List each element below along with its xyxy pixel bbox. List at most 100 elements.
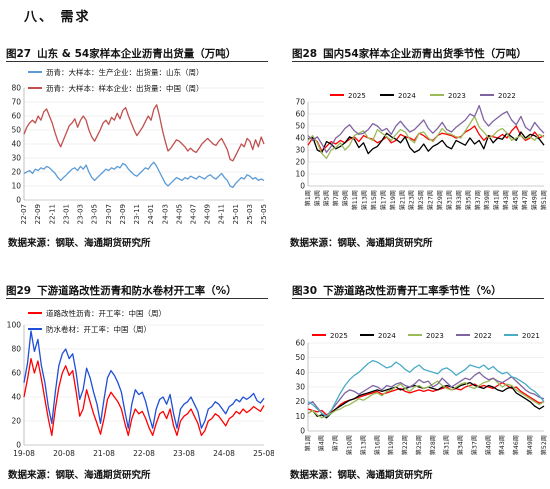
y-tick-label: 20: [11, 417, 21, 426]
legend-label: 2024: [398, 92, 416, 100]
x-tick-label: 22-08: [133, 449, 155, 458]
x-tick-label: 第28周: [429, 435, 437, 455]
legend-label: 2025: [348, 92, 366, 100]
y-tick-label: 30: [11, 154, 21, 163]
x-tick-label: 第1周: [304, 190, 312, 206]
y-tick-label: 30: [295, 146, 305, 155]
chart27-source: 数据来源：钢联、海通期货研究所: [8, 238, 151, 249]
y-tick-label: 30: [295, 383, 305, 392]
x-tick-label: 第41周: [493, 190, 501, 210]
x-tick-label: 第39周: [483, 190, 491, 210]
chart28-title: 国内54家样本企业沥青出货季节性（万吨）: [323, 48, 527, 60]
chart30-rule: [292, 298, 544, 299]
x-tick-label: 第33周: [455, 190, 463, 210]
x-tick-label: 23-09: [119, 204, 127, 224]
legend-label: 2022: [474, 332, 492, 340]
y-tick-label: 70: [11, 98, 21, 107]
x-tick-label: 第11周: [351, 190, 359, 210]
x-tick-label: 第52周: [540, 435, 548, 455]
y-tick-label: 40: [11, 393, 21, 402]
x-tick-label: 第35周: [464, 190, 472, 210]
x-tick-label: 24-11: [218, 204, 226, 224]
y-tick-label: 40: [295, 368, 305, 377]
section-title: 八、 需求: [24, 10, 91, 25]
y-tick-label: 60: [295, 339, 305, 348]
y-tick-label: 50: [295, 122, 305, 131]
legend-label: 2024: [378, 332, 396, 340]
y-tick-label: 100: [7, 321, 22, 330]
x-tick-label: 24-08: [213, 449, 235, 458]
x-tick-label: 第10周: [346, 435, 354, 455]
y-tick-label: 20: [295, 158, 305, 167]
x-tick-label: 24-05: [175, 204, 183, 224]
x-tick-label: 第49周: [526, 435, 534, 455]
y-tick-label: 60: [11, 369, 21, 378]
legend-label: 防水卷材：开工率：中国（周）: [46, 324, 151, 334]
y-tick-label: 20: [11, 168, 21, 177]
x-tick-label: 23-08: [173, 449, 195, 458]
series-line-4: [307, 371, 545, 417]
x-tick-label: 23-03: [77, 204, 85, 224]
series-line-3: [307, 115, 545, 160]
chart29-source: 数据来源：钢联、海通期货研究所: [8, 470, 151, 481]
x-tick-label: 23-01: [62, 204, 70, 224]
x-tick-label: 25-01: [232, 204, 240, 224]
x-tick-label: 第37周: [470, 435, 478, 455]
chart30-number: 图30: [292, 285, 318, 297]
y-tick-label: 0: [300, 427, 305, 436]
x-tick-label: 第19周: [387, 435, 395, 455]
y-tick-label: 80: [11, 84, 21, 93]
chart27-rule: [6, 61, 268, 62]
y-tick-label: 60: [11, 112, 21, 121]
chart30-source: 数据来源：钢联、海通期货研究所: [290, 470, 433, 481]
x-tick-label: 第31周: [445, 190, 453, 210]
chart29-title: 下游道路改性沥青和防水卷材开工率（%）: [37, 285, 237, 297]
y-tick-label: 0: [300, 182, 305, 191]
y-tick-label: 50: [295, 353, 305, 362]
chart27-plot: 0 10 20 30 40 50 60 70 80 22-07 22-09 22-11 23-01 23-…: [11, 67, 268, 224]
chart30-caption: 图30 下游道路改性沥青开工率季节性（%）: [292, 283, 502, 298]
x-tick-label: 第4周: [318, 435, 326, 451]
x-tick-label: 第46周: [512, 435, 520, 455]
series-line-2: [23, 330, 265, 429]
x-tick-label: 第21周: [398, 190, 406, 210]
x-tick-label: 24-03: [161, 204, 169, 224]
series-line-3: [307, 377, 545, 419]
x-tick-label: 第40周: [484, 435, 492, 455]
y-tick-label: 0: [16, 441, 21, 450]
x-tick-label: 第5周: [323, 190, 331, 206]
series-line-2: [307, 131, 545, 155]
x-tick-label: 23-05: [91, 204, 99, 224]
x-tick-label: 第19周: [389, 190, 397, 210]
x-tick-label: 24-07: [190, 204, 198, 224]
legend-label: 2022: [498, 92, 516, 100]
x-tick-label: 第15周: [370, 190, 378, 210]
chart28-source: 数据来源：钢联、海通期货研究所: [290, 238, 433, 249]
legend-label: 沥青：大样本：生产企业：出货量：山东（周）: [46, 67, 204, 77]
x-tick-label: 第7周: [332, 435, 340, 451]
legend-label: 2023: [426, 332, 444, 340]
x-tick-label: 第3周: [313, 190, 321, 206]
x-tick-label: 第13周: [359, 435, 367, 455]
series-line-1: [23, 161, 265, 189]
x-tick-label: 22-11: [48, 204, 56, 224]
y-tick-label: 0: [16, 196, 21, 205]
y-tick-label: 20: [295, 397, 305, 406]
x-tick-label: 23-07: [105, 204, 113, 224]
x-tick-label: 22-07: [20, 204, 28, 224]
x-tick-label: 19-08: [13, 449, 35, 458]
y-tick-label: 40: [295, 134, 305, 143]
x-tick-label: 第43周: [498, 435, 506, 455]
series-line-4: [307, 104, 545, 154]
chart28-caption: 图28 国内54家样本企业沥青出货季节性（万吨）: [292, 46, 527, 61]
x-tick-label: 第43周: [502, 190, 510, 210]
y-tick-label: 40: [11, 140, 21, 149]
series-line-2: [23, 104, 265, 162]
x-tick-label: 第9周: [342, 190, 350, 206]
x-tick-label: 24-09: [204, 204, 212, 224]
x-tick-label: 23-11: [133, 204, 141, 224]
chart29-caption: 图29 下游道路改性沥青和防水卷材开工率（%）: [6, 283, 237, 298]
y-tick-label: 70: [295, 98, 305, 107]
